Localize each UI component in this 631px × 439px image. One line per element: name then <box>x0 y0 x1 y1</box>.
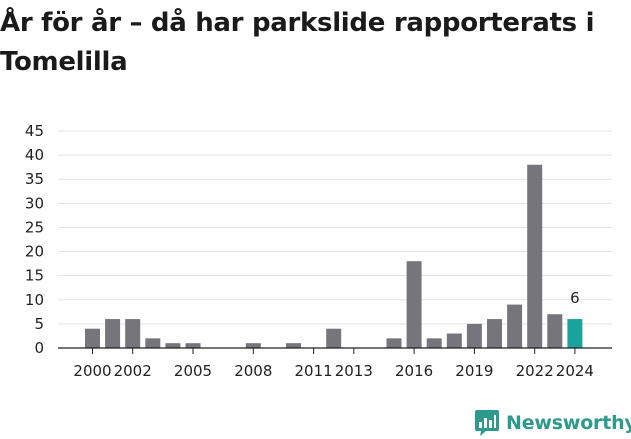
bar-2005 <box>185 343 201 348</box>
x-tick-label: 2011 <box>295 362 333 380</box>
x-tick-label: 2019 <box>455 362 493 380</box>
bar-2003 <box>145 338 161 348</box>
bar-2022 <box>527 164 543 348</box>
y-tick-label: 20 <box>25 243 44 261</box>
newsworthy-chart-icon <box>475 410 499 436</box>
bar-2024 <box>567 319 583 348</box>
y-tick-label: 40 <box>25 146 44 164</box>
y-tick-label: 15 <box>25 267 44 285</box>
x-tick-label: 2022 <box>516 362 554 380</box>
chart-title: År för år – då har parkslide rapporterat… <box>0 8 595 77</box>
bar-2017 <box>426 338 442 348</box>
bar-2008 <box>245 343 261 348</box>
y-tick-label: 45 <box>25 122 44 140</box>
bar-2016 <box>406 261 422 348</box>
bar-2018 <box>446 333 462 348</box>
bar-2000 <box>85 328 100 348</box>
bar-2012 <box>326 328 342 348</box>
bar-2023 <box>547 314 563 348</box>
bar-2004 <box>165 343 181 348</box>
x-tick-label: 2000 <box>73 362 111 380</box>
y-axis-ticks: 0 5 10 15 20 25 30 35 40 45 <box>25 122 44 357</box>
x-tick-label: 2008 <box>234 362 272 380</box>
gridlines <box>58 130 612 325</box>
x-axis-ticks: 2000 2002 2005 2008 2011 2013 2016 2019 2022 2024 <box>73 348 594 380</box>
y-tick-label: 5 <box>34 315 44 333</box>
x-tick-label: 2002 <box>114 362 152 380</box>
x-tick-label: 2024 <box>556 362 594 380</box>
bar-2019 <box>466 323 482 348</box>
bar-2001 <box>105 319 121 348</box>
x-tick-label: 2013 <box>335 362 373 380</box>
bar-2021 <box>507 304 523 348</box>
bar-2002 <box>125 319 141 348</box>
x-tick-label: 2005 <box>174 362 212 380</box>
bar-2015 <box>386 338 402 348</box>
data-labels: 6 <box>570 289 580 307</box>
data-label-2024: 6 <box>570 289 580 307</box>
y-tick-label: 35 <box>25 170 44 188</box>
y-tick-label: 0 <box>34 339 44 357</box>
bar-2020 <box>487 319 502 348</box>
bar-2010 <box>286 343 301 348</box>
y-tick-label: 25 <box>25 218 44 236</box>
y-tick-label: 10 <box>25 291 44 309</box>
bars <box>85 164 583 348</box>
newsworthy-logo: Newsworthy <box>474 407 631 439</box>
x-tick-label: 2016 <box>395 362 433 380</box>
y-tick-label: 30 <box>25 194 44 212</box>
brand-name: Newsworthy <box>506 412 631 434</box>
